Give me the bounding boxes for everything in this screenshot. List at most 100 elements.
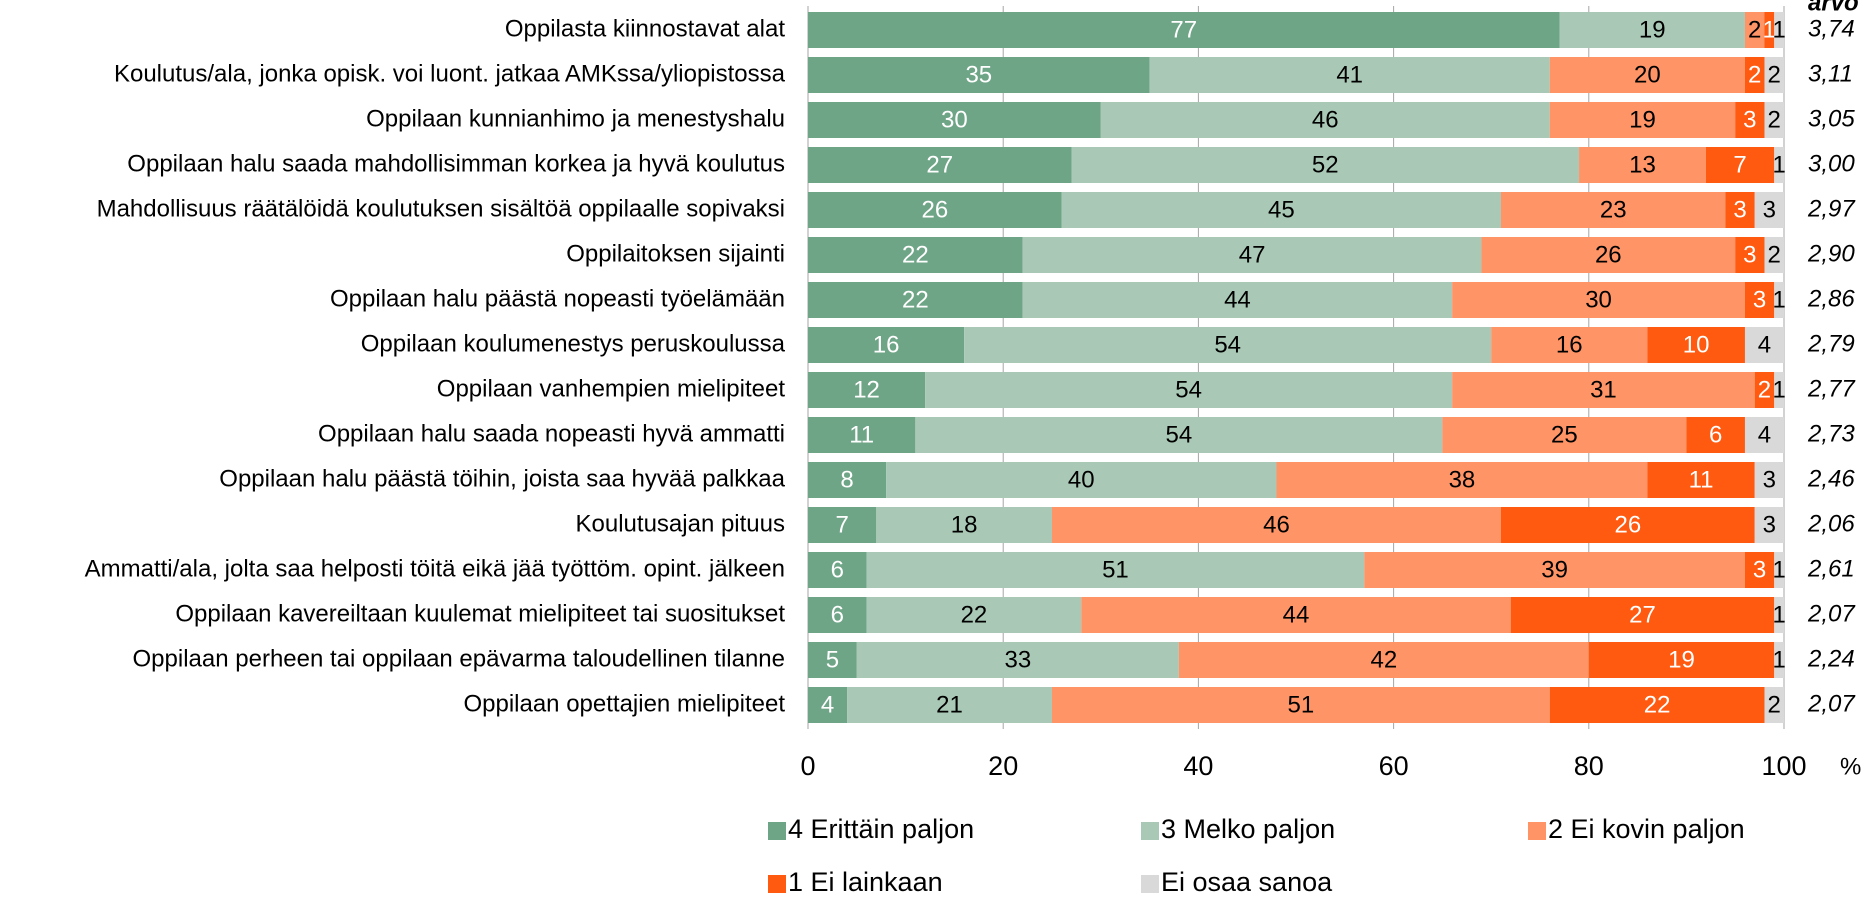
- mean-header: arvo: [1808, 0, 1859, 16]
- bar-segment: [1744, 327, 1784, 363]
- data-label: 4: [1758, 331, 1771, 358]
- bar-segment: [866, 597, 1082, 633]
- bar-segment: [1549, 57, 1745, 93]
- data-label: 22: [902, 241, 929, 268]
- mean-value: 3,11: [1808, 60, 1853, 87]
- legend-label: Ei osaa sanoa: [1161, 867, 1333, 897]
- bar-segment: [1452, 282, 1745, 318]
- data-label: 6: [831, 601, 844, 628]
- bar-segment: [808, 552, 867, 588]
- data-label: 33: [1004, 646, 1031, 673]
- data-label: 8: [840, 466, 853, 493]
- data-label: 25: [1551, 421, 1578, 448]
- category-label: Oppilasta kiinnostavat alat: [505, 15, 785, 42]
- data-label: 40: [1068, 466, 1095, 493]
- bar-segment: [1178, 642, 1589, 678]
- data-label: 38: [1449, 466, 1476, 493]
- bar-segment: [1744, 57, 1765, 93]
- bar-segment: [1442, 417, 1687, 453]
- category-label: Koulutusajan pituus: [576, 510, 785, 537]
- category-label: Oppilaan opettajien mielipiteet: [463, 690, 785, 717]
- mean-value: 2,07: [1807, 690, 1856, 717]
- bar-segment: [1022, 237, 1482, 273]
- bar-segment: [847, 687, 1052, 723]
- data-label: 12: [853, 376, 880, 403]
- bar-segment: [1774, 282, 1784, 318]
- data-label: 2: [1768, 691, 1781, 718]
- bar-segment: [1764, 687, 1784, 723]
- data-label: 4: [1758, 421, 1771, 448]
- category-label: Oppilaan kavereiltaan kuulemat mielipite…: [175, 600, 785, 627]
- mean-value: 2,79: [1807, 330, 1855, 357]
- mean-value: 3,05: [1808, 105, 1855, 132]
- mean-value: 3,00: [1808, 150, 1855, 177]
- bar-segment: [1774, 642, 1784, 678]
- bar-segment: [1686, 417, 1745, 453]
- bar-segment: [1764, 237, 1784, 273]
- mean-value: 2,24: [1807, 645, 1855, 672]
- data-label: 1: [1772, 556, 1785, 583]
- data-label: 7: [835, 511, 848, 538]
- data-label: 44: [1283, 601, 1310, 628]
- category-label: Oppilaan koulumenestys peruskoulussa: [361, 330, 786, 357]
- data-label: 2: [1768, 241, 1781, 268]
- data-label: 1: [1772, 376, 1785, 403]
- bar-segment: [925, 372, 1453, 408]
- bar-segment: [1071, 147, 1580, 183]
- data-label: 41: [1336, 61, 1363, 88]
- data-label: 35: [965, 61, 992, 88]
- category-label: Oppilaan halu saada mahdollisimman korke…: [127, 150, 785, 177]
- bar-segment: [1725, 192, 1755, 228]
- bar-segment: [808, 642, 857, 678]
- bar-segment: [1764, 57, 1784, 93]
- bar-segment: [1481, 237, 1736, 273]
- x-tick-label: 0: [800, 751, 815, 781]
- bar-segment: [1364, 552, 1745, 588]
- bar-segment: [1774, 372, 1784, 408]
- bar-segment: [808, 417, 916, 453]
- bar-segment: [1754, 192, 1784, 228]
- bar-segment: [1588, 642, 1775, 678]
- x-tick-label: 60: [1379, 751, 1409, 781]
- bar-segment: [1647, 462, 1755, 498]
- data-label: 27: [926, 151, 953, 178]
- bar-segment: [1647, 327, 1745, 363]
- data-label: 22: [902, 286, 929, 313]
- category-label: Oppilaitoksen sijainti: [566, 240, 785, 267]
- bar-segment: [808, 282, 1023, 318]
- data-label: 6: [1709, 421, 1722, 448]
- x-axis-label: %: [1840, 753, 1861, 780]
- data-label: 39: [1541, 556, 1568, 583]
- data-label: 46: [1312, 106, 1339, 133]
- data-label: 26: [922, 196, 949, 223]
- bar-segment: [1774, 552, 1784, 588]
- data-label: 23: [1600, 196, 1627, 223]
- mean-value: 2,77: [1807, 375, 1856, 402]
- bar-segment: [808, 687, 848, 723]
- data-label: 1: [1772, 286, 1785, 313]
- data-label: 44: [1224, 286, 1251, 313]
- data-label: 3: [1763, 196, 1776, 223]
- data-label: 19: [1668, 646, 1695, 673]
- data-label: 1: [1772, 601, 1785, 628]
- bar-segment: [1149, 57, 1550, 93]
- bar-segment: [1774, 147, 1784, 183]
- data-label: 10: [1683, 331, 1710, 358]
- bar-segment: [1452, 372, 1755, 408]
- mean-value: 2,46: [1807, 465, 1855, 492]
- category-label: Oppilaan kunnianhimo ja menestyshalu: [366, 105, 785, 132]
- bar-segment: [866, 552, 1365, 588]
- legend-label: 1 Ei lainkaan: [788, 867, 943, 897]
- legend-swatch: [768, 875, 786, 893]
- mean-value: 2,06: [1807, 510, 1855, 537]
- data-label: 54: [1175, 376, 1202, 403]
- data-label: 11: [1689, 466, 1714, 493]
- legend-swatch: [1141, 822, 1159, 840]
- legend-swatch: [1528, 822, 1546, 840]
- bar-segment: [1500, 192, 1726, 228]
- bar-segment: [1061, 192, 1501, 228]
- bar-segment: [1579, 147, 1706, 183]
- bar-segment: [1744, 12, 1765, 48]
- bar-segment: [808, 372, 926, 408]
